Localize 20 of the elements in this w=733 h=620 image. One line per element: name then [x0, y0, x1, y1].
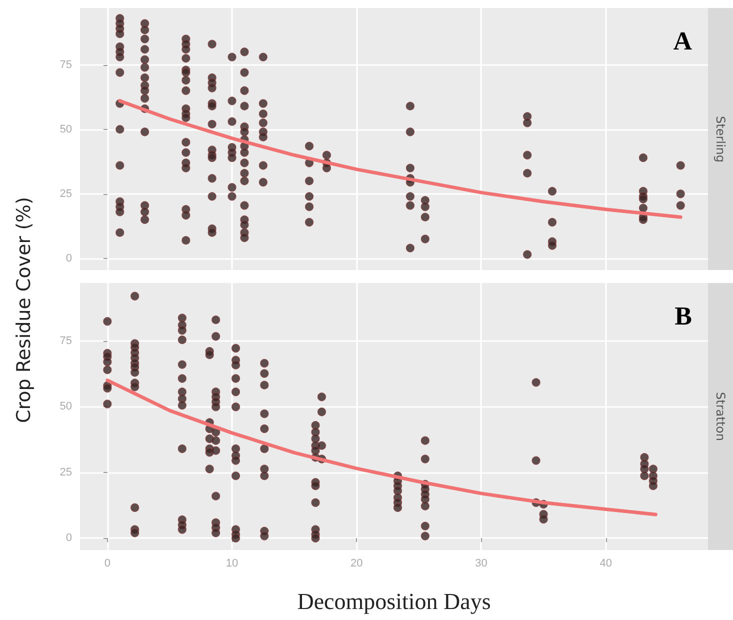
x-axis-title: Decomposition Days [297, 589, 491, 614]
text: Stratton [714, 392, 728, 441]
annotation: B [674, 302, 692, 330]
y-tick-label: 25 [60, 466, 72, 478]
line-series [106, 378, 658, 516]
y-tick-label: 75 [60, 58, 72, 71]
y-axis-title: Crop Residue Cover (%) [13, 197, 35, 423]
x-tick-label: 0 [104, 558, 110, 570]
y-tick-label: 75 [60, 334, 72, 347]
x-tick-label: 30 [475, 558, 488, 570]
y-tick-label: 25 [60, 188, 72, 200]
y-tick-label: 50 [60, 400, 72, 413]
y-tick-label: 0 [66, 532, 72, 544]
annotation: A [673, 26, 692, 56]
y-tick-label: 0 [66, 252, 72, 264]
text: Sterling [714, 116, 728, 162]
y-tick-label: 50 [60, 123, 72, 136]
x-tick-label: 40 [600, 558, 612, 570]
x-tick-label: 20 [350, 558, 363, 570]
x-tick-label: 10 [226, 558, 238, 570]
